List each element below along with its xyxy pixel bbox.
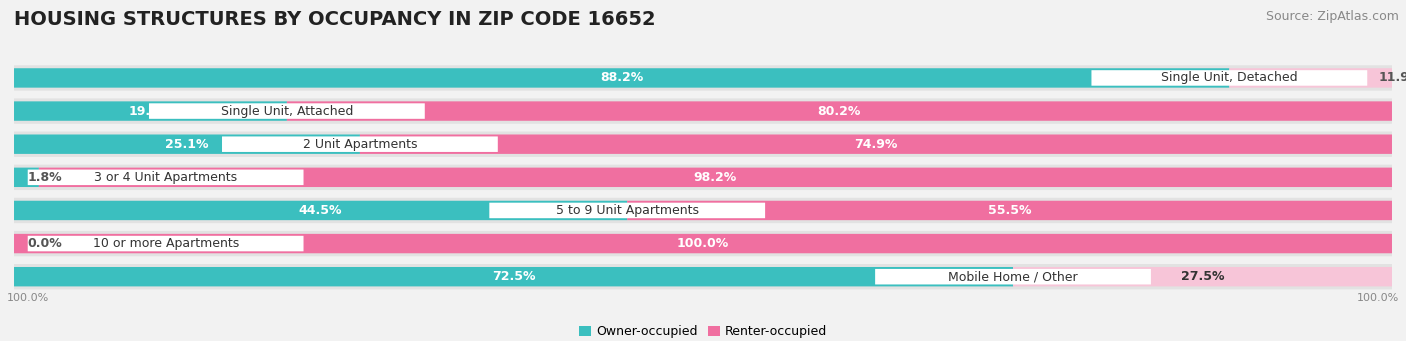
FancyBboxPatch shape [28, 169, 304, 185]
Text: Single Unit, Detached: Single Unit, Detached [1161, 72, 1298, 85]
Text: Single Unit, Attached: Single Unit, Attached [221, 105, 353, 118]
FancyBboxPatch shape [14, 267, 1014, 286]
FancyBboxPatch shape [14, 134, 360, 154]
FancyBboxPatch shape [28, 236, 304, 251]
FancyBboxPatch shape [14, 101, 287, 121]
Text: 88.2%: 88.2% [600, 72, 644, 85]
FancyBboxPatch shape [1229, 68, 1393, 88]
Text: HOUSING STRUCTURES BY OCCUPANCY IN ZIP CODE 16652: HOUSING STRUCTURES BY OCCUPANCY IN ZIP C… [14, 10, 655, 29]
FancyBboxPatch shape [14, 201, 627, 220]
FancyBboxPatch shape [489, 203, 765, 218]
Text: 100.0%: 100.0% [1357, 293, 1399, 303]
Text: 55.5%: 55.5% [988, 204, 1032, 217]
FancyBboxPatch shape [149, 103, 425, 119]
FancyBboxPatch shape [14, 234, 1392, 253]
Text: 19.8%: 19.8% [129, 105, 172, 118]
Text: 1.8%: 1.8% [28, 171, 62, 184]
Text: 98.2%: 98.2% [693, 171, 737, 184]
FancyBboxPatch shape [14, 198, 1392, 223]
FancyBboxPatch shape [14, 132, 1392, 157]
Text: 0.0%: 0.0% [28, 237, 63, 250]
Text: 25.1%: 25.1% [166, 138, 208, 151]
Text: 3 or 4 Unit Apartments: 3 or 4 Unit Apartments [94, 171, 238, 184]
Text: 11.9%: 11.9% [1378, 72, 1406, 85]
Text: 100.0%: 100.0% [7, 293, 49, 303]
FancyBboxPatch shape [39, 168, 1392, 187]
Text: 2 Unit Apartments: 2 Unit Apartments [302, 138, 418, 151]
FancyBboxPatch shape [360, 134, 1392, 154]
Text: 80.2%: 80.2% [818, 105, 860, 118]
FancyBboxPatch shape [1091, 70, 1367, 86]
Text: Mobile Home / Other: Mobile Home / Other [948, 270, 1078, 283]
FancyBboxPatch shape [627, 201, 1392, 220]
FancyBboxPatch shape [14, 168, 39, 187]
Text: 72.5%: 72.5% [492, 270, 536, 283]
Text: 100.0%: 100.0% [676, 237, 730, 250]
FancyBboxPatch shape [1012, 267, 1392, 286]
FancyBboxPatch shape [14, 165, 1392, 190]
Text: 10 or more Apartments: 10 or more Apartments [93, 237, 239, 250]
FancyBboxPatch shape [875, 269, 1152, 284]
Legend: Owner-occupied, Renter-occupied: Owner-occupied, Renter-occupied [579, 325, 827, 338]
Text: 74.9%: 74.9% [855, 138, 897, 151]
FancyBboxPatch shape [14, 68, 1229, 88]
FancyBboxPatch shape [14, 231, 1392, 256]
Text: 27.5%: 27.5% [1181, 270, 1225, 283]
Text: 5 to 9 Unit Apartments: 5 to 9 Unit Apartments [555, 204, 699, 217]
Text: Source: ZipAtlas.com: Source: ZipAtlas.com [1265, 10, 1399, 23]
FancyBboxPatch shape [222, 136, 498, 152]
FancyBboxPatch shape [14, 264, 1392, 290]
Text: 44.5%: 44.5% [299, 204, 343, 217]
FancyBboxPatch shape [14, 65, 1392, 91]
FancyBboxPatch shape [14, 99, 1392, 124]
FancyBboxPatch shape [287, 101, 1392, 121]
